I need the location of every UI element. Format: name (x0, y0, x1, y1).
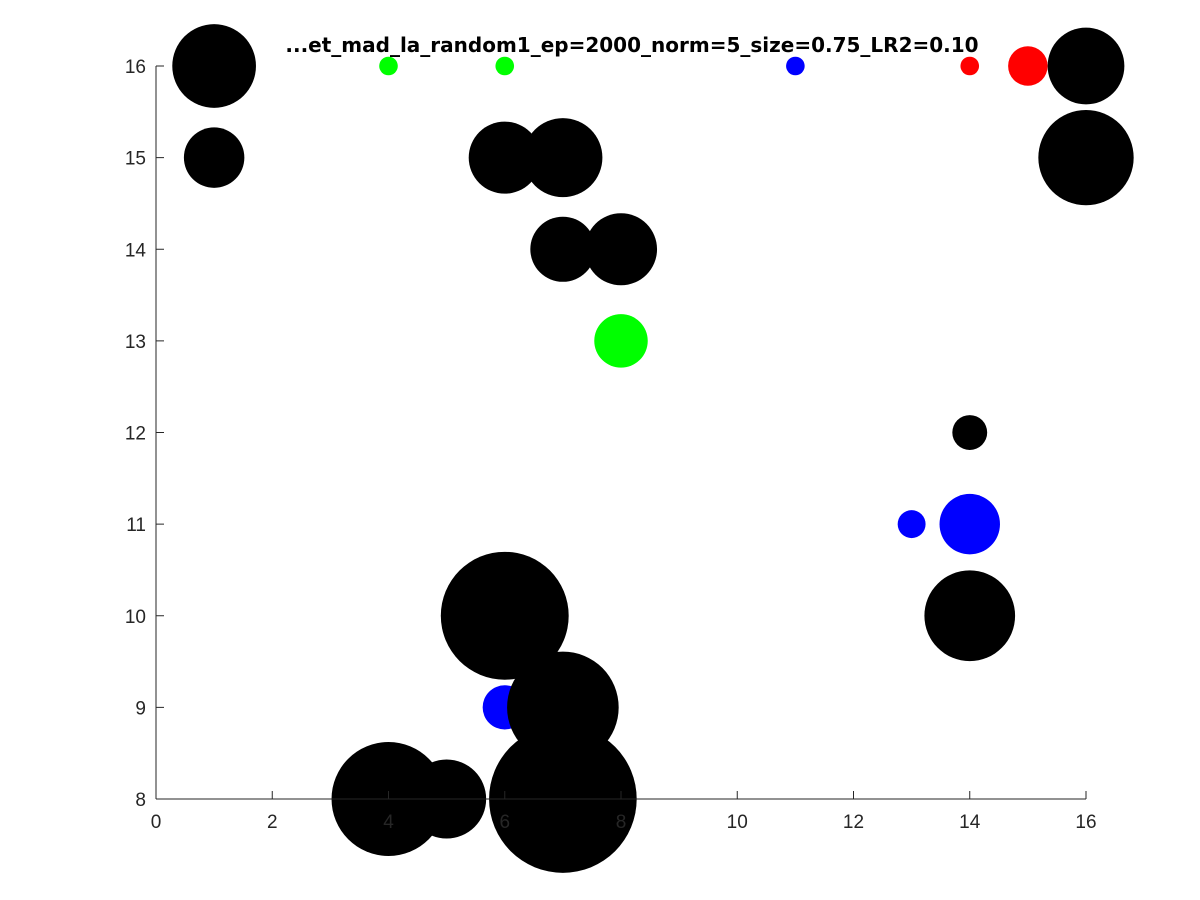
x-tick-label: 6 (499, 812, 510, 833)
scatter-point-black (468, 121, 541, 194)
x-tick-label: 8 (616, 812, 627, 833)
scatter-point-black (172, 24, 256, 108)
y-tick-label: 9 (135, 698, 146, 719)
y-tick-label: 11 (126, 515, 146, 536)
scatter-point-black (440, 551, 569, 680)
chart-title: ...et_mad_la_random1_ep=2000_norm=5_size… (285, 33, 978, 57)
scatter-point-green (495, 56, 515, 76)
x-tick-label: 14 (959, 812, 981, 833)
scatter-point-black (924, 570, 1016, 662)
y-tick-label: 10 (125, 607, 146, 628)
y-tick-label: 16 (125, 57, 146, 78)
x-tick-label: 4 (383, 812, 394, 833)
scatter-point-blue (897, 510, 926, 539)
scatter-point-blue (939, 493, 1000, 555)
points-layer (172, 24, 1134, 873)
scatter-point-black (1038, 109, 1134, 206)
y-tick-label: 13 (125, 332, 146, 353)
x-tick-label: 2 (267, 812, 278, 833)
scatter-point-green (379, 56, 398, 76)
scatter-point-black (584, 213, 658, 286)
scatter-point-black (183, 127, 245, 188)
scatter-point-black (530, 216, 596, 282)
y-tick-label: 8 (135, 790, 146, 811)
x-tick-label: 0 (151, 812, 162, 833)
ticks-layer: 0 2 4 6 8 10 12 14 16 8 9 10 11 12 13 14 15 16 (125, 57, 1097, 833)
scatter-point-red (960, 56, 980, 76)
scatter-point-black (1047, 27, 1125, 105)
scatter-point-black (523, 118, 603, 198)
x-tick-label: 12 (843, 812, 864, 833)
y-tick-label: 14 (125, 240, 147, 261)
y-tick-label: 12 (125, 424, 146, 445)
x-tick-label: 16 (1075, 812, 1096, 833)
scatter-point-green (594, 314, 648, 368)
scatter-point-black (952, 415, 988, 450)
scatter-point-blue (786, 56, 805, 76)
y-tick-label: 15 (125, 149, 146, 170)
scatter-point-red (1008, 46, 1048, 86)
x-tick-label: 10 (727, 812, 748, 833)
